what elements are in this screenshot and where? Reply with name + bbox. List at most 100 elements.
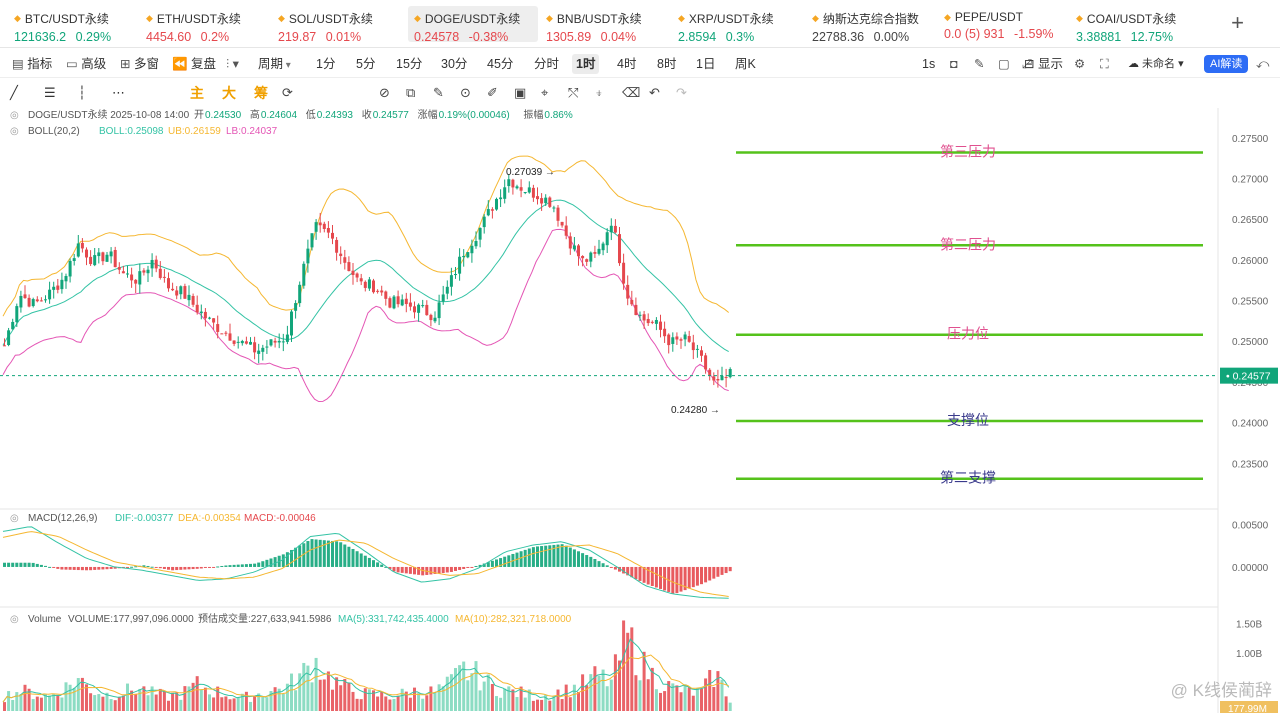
indicator-chip[interactable]: 主 bbox=[190, 85, 204, 101]
display-button[interactable]: ⊟ 显示 bbox=[1024, 57, 1063, 71]
ai-analysis-button[interactable]: AI解读 bbox=[1204, 55, 1249, 73]
measure-icon[interactable]: ⤲ bbox=[568, 85, 579, 100]
candle bbox=[482, 216, 486, 228]
timer-button[interactable]: 1s bbox=[922, 57, 936, 71]
candle bbox=[285, 334, 289, 342]
ticker-tab[interactable]: ◆ BNB/USDT永续 1305.89 0.04% bbox=[540, 6, 650, 44]
ticker-tab[interactable]: ◆ BTC/USDT永续 121636.2 0.29% bbox=[8, 6, 119, 44]
layout-name-button[interactable]: ☁ 未命名 ▾ bbox=[1128, 58, 1184, 70]
macd-bar bbox=[93, 566, 97, 570]
toolbar-button[interactable]: ⏪ 复盘 bbox=[168, 54, 220, 74]
magnet-icon[interactable]: ⊙ bbox=[460, 85, 471, 100]
candle bbox=[560, 221, 564, 226]
export-icon[interactable]: ⤢ bbox=[1022, 57, 1033, 71]
ticker-change: -1.59% bbox=[1010, 27, 1054, 41]
indicator-chip[interactable]: 大 bbox=[222, 85, 236, 101]
candle bbox=[44, 299, 47, 301]
candle bbox=[421, 305, 425, 307]
macd-bar bbox=[175, 566, 179, 571]
volume-bar bbox=[700, 688, 703, 711]
candle bbox=[68, 260, 72, 277]
macd-bar bbox=[109, 566, 113, 569]
macd-bar bbox=[253, 563, 257, 567]
candle bbox=[503, 187, 507, 199]
interval-tab[interactable]: 1分 bbox=[316, 57, 336, 71]
macd-bar bbox=[171, 566, 175, 571]
channel-tool-icon[interactable]: ┆ bbox=[78, 85, 86, 100]
interval-tab[interactable]: 4时 bbox=[617, 57, 637, 71]
share-icon[interactable]: ⤺ bbox=[1256, 57, 1270, 71]
candle bbox=[232, 340, 236, 344]
candle bbox=[105, 254, 109, 262]
more-tools-icon[interactable]: ⋯ bbox=[112, 85, 125, 100]
ticker-name-row: ◆ DOGE/USDT永续 bbox=[414, 10, 530, 27]
macd-bar bbox=[339, 542, 343, 567]
interval-tab[interactable]: 45分 bbox=[487, 57, 514, 71]
copy-icon[interactable]: ⧉ bbox=[406, 85, 416, 100]
pencil-icon[interactable]: ✎ bbox=[433, 85, 444, 100]
brush-icon[interactable]: ✐ bbox=[487, 85, 498, 100]
vol-legend-name: Volume bbox=[28, 614, 62, 625]
target-icon[interactable]: ⌖ bbox=[541, 85, 549, 100]
candle bbox=[445, 286, 449, 294]
add-tab-button[interactable]: + bbox=[1231, 10, 1244, 35]
volume-bar bbox=[343, 678, 347, 711]
volume-bar bbox=[646, 679, 650, 711]
interval-tab[interactable]: 30分 bbox=[441, 57, 468, 71]
volume-bar bbox=[216, 686, 220, 711]
ticker-tab[interactable]: ◆ 纳斯达克综合指数 22788.36 0.00% bbox=[806, 6, 927, 44]
ticker-tab[interactable]: ◆ COAI/USDT永续 3.38881 12.75% bbox=[1070, 6, 1184, 44]
toolbar-button[interactable]: ▭ 高级 bbox=[62, 54, 110, 74]
trash-icon[interactable]: ⌫ bbox=[622, 85, 641, 100]
legend-key: 收 bbox=[362, 108, 372, 121]
ticker-change: -0.38% bbox=[465, 30, 509, 44]
volume-bar bbox=[355, 698, 359, 711]
h-line-tool-icon[interactable]: ☰ bbox=[44, 85, 56, 100]
interval-tab[interactable]: 1日 bbox=[696, 57, 716, 71]
interval-tab[interactable]: 1时 bbox=[572, 54, 600, 74]
refresh-icon[interactable]: ⟳ bbox=[282, 85, 293, 100]
macd-bar bbox=[609, 566, 613, 568]
undo-icon[interactable]: ↶ bbox=[649, 85, 660, 100]
interval-tab[interactable]: 分时 bbox=[534, 57, 560, 71]
macd-bar bbox=[257, 562, 261, 567]
interval-tab[interactable]: 15分 bbox=[396, 57, 423, 71]
erase-icon[interactable]: ⊘ bbox=[379, 85, 390, 100]
line-tool-icon[interactable]: ╱ bbox=[10, 85, 18, 100]
ticker-tab[interactable]: ◆ DOGE/USDT永续 0.24578 -0.38% bbox=[408, 6, 538, 44]
ticker-tab[interactable]: ◆ PEPE/USDT 0.0 (5) 931 -1.59% bbox=[938, 6, 1062, 42]
macd-bar bbox=[634, 566, 638, 580]
volume-bar bbox=[449, 674, 453, 711]
ticker-tab[interactable]: ◆ SOL/USDT永续 219.87 0.01% bbox=[272, 6, 381, 44]
candle bbox=[376, 290, 380, 292]
toolbar-button[interactable]: ⊞ 多窗 bbox=[116, 54, 163, 74]
chart-type-icon[interactable]: ⫶ ▾ bbox=[226, 57, 239, 71]
ticker-tab[interactable]: ◆ ETH/USDT永续 4454.60 0.2% bbox=[140, 6, 249, 44]
candle bbox=[486, 209, 490, 216]
layout-icon[interactable]: ▢ bbox=[998, 57, 1010, 71]
indicator-chip[interactable]: 筹 bbox=[254, 85, 268, 101]
macd-bar bbox=[462, 566, 466, 569]
volume-bar bbox=[630, 627, 634, 711]
candle bbox=[654, 319, 658, 324]
shape-icon[interactable]: ▣ bbox=[514, 85, 527, 100]
pen-icon[interactable]: ✎ bbox=[974, 57, 985, 71]
filter-icon[interactable]: ⍖ bbox=[595, 85, 603, 100]
volume-bar bbox=[179, 699, 183, 711]
volume-bar bbox=[425, 695, 429, 711]
macd-bar bbox=[322, 540, 326, 567]
macd-bar bbox=[613, 566, 617, 570]
toolbar-button[interactable]: ▤ 指标 bbox=[8, 54, 56, 74]
redo-icon[interactable]: ↷ bbox=[676, 85, 687, 100]
interval-tab[interactable]: 8时 bbox=[657, 57, 677, 71]
volume-bar bbox=[675, 685, 679, 711]
volume-bar bbox=[171, 692, 175, 711]
interval-tab[interactable]: 周K bbox=[735, 57, 756, 71]
toolbar-button[interactable]: 周期 ▾ bbox=[254, 54, 295, 74]
ticker-tab[interactable]: ◆ XRP/USDT永续 2.8594 0.3% bbox=[672, 6, 782, 44]
gear-icon[interactable]: ⚙ bbox=[1074, 57, 1086, 71]
interval-tab[interactable]: 5分 bbox=[356, 57, 376, 71]
fullscreen-icon[interactable]: ⛶ bbox=[1100, 57, 1109, 71]
camera-icon[interactable]: ◘ bbox=[950, 57, 958, 71]
